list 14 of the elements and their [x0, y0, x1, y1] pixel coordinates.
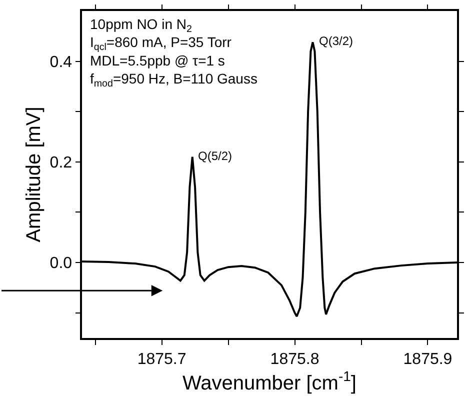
annotation: I$_{qcl}$=860 mA, P=35 Torr — [90, 34, 232, 54]
y-axis-title: Amplitude [mV] — [22, 106, 45, 242]
annotation: Q(3/2) — [319, 34, 354, 48]
annotation: f$_{mod}$=950 Hz, B=110 Gauss — [90, 70, 258, 90]
x-tick-label: 1875.9 — [403, 350, 452, 368]
y-tick-label: 0.0 — [50, 255, 72, 272]
annotation: Q(5/2) — [198, 149, 232, 163]
y-tick-label: 0.4 — [50, 54, 72, 71]
annotation: 10ppm NO in N$_{2}$ — [90, 16, 192, 35]
annotation: MDL=5.5ppb @ τ=1 s — [90, 52, 225, 68]
x-tick-label: 1875.7 — [137, 350, 186, 368]
y-tick-label: 0.2 — [50, 154, 72, 172]
x-tick-label: 1875.8 — [270, 350, 320, 368]
x-axis-title: Wavenumber [cm$^{-1}$] — [182, 368, 356, 394]
